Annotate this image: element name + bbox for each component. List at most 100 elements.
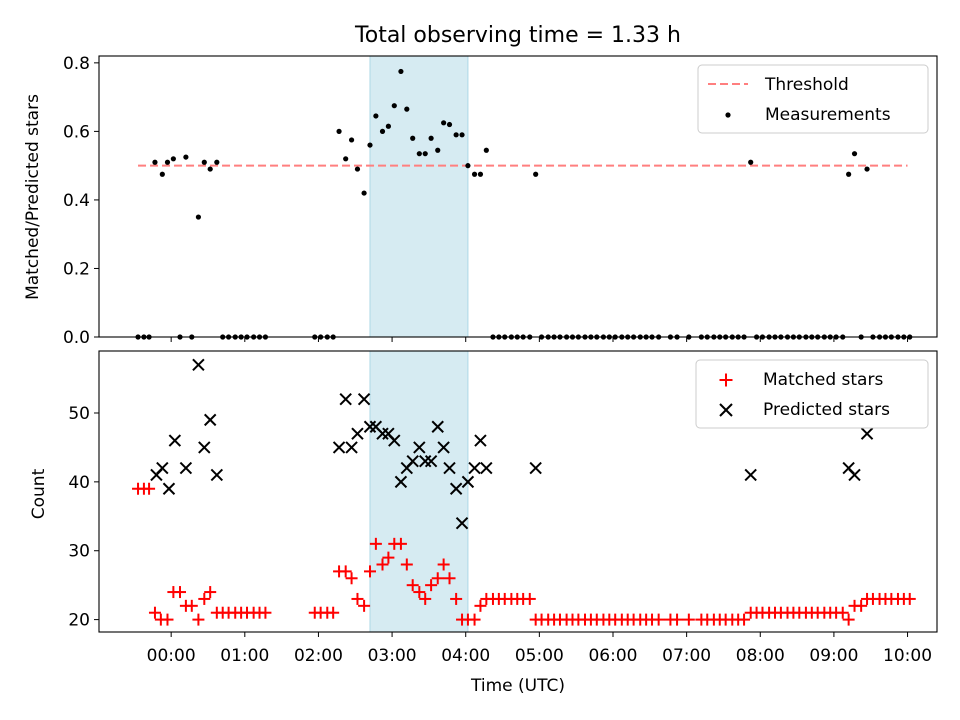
- matched-star-point: [143, 482, 156, 495]
- measurement-point: [361, 190, 367, 196]
- ratio-y-tick-label: 0.6: [63, 122, 90, 142]
- predicted-star-point: [848, 468, 861, 482]
- matched-star-point: [204, 586, 217, 599]
- matched-star-point: [682, 613, 695, 626]
- measurement-point: [453, 132, 459, 138]
- x-tick-label: 06:00: [588, 646, 637, 666]
- measurement-point: [348, 137, 355, 143]
- matched-star-point: [363, 565, 376, 578]
- measurement-point: [354, 166, 361, 172]
- measurement-point: [170, 156, 176, 162]
- measurement-point: [864, 166, 870, 172]
- predicted-star-point: [419, 454, 432, 468]
- measurement-point: [201, 159, 207, 165]
- measurement-point: [483, 147, 489, 153]
- ratio-legend-box: [697, 64, 929, 134]
- predicted-star-point: [203, 413, 217, 427]
- matched-star-point: [855, 599, 868, 612]
- measurement-point: [441, 120, 447, 126]
- measurement-point: [367, 142, 373, 148]
- measurement-point: [846, 171, 852, 177]
- matched-star-point: [474, 599, 487, 612]
- measurement-point: [435, 147, 441, 153]
- matched-star-point: [450, 592, 463, 605]
- predicted-star-point: [437, 441, 450, 454]
- measurement-point: [533, 171, 539, 177]
- matched-star-point: [351, 592, 364, 605]
- predicted-star-point: [394, 475, 408, 489]
- x-axis-label: Time (UTC): [470, 676, 565, 696]
- measurement-point: [152, 159, 158, 165]
- matched-star-point: [413, 586, 426, 599]
- count-y-axis-label: Count: [29, 468, 49, 519]
- predicted-star-point: [376, 427, 389, 440]
- x-tick-label: 08:00: [736, 646, 785, 666]
- x-tick-label: 09:00: [809, 646, 858, 666]
- predicted-star-point: [468, 461, 481, 475]
- predicted-star-point: [156, 461, 169, 475]
- predicted-star-point: [744, 468, 757, 482]
- x-tick-label: 05:00: [515, 646, 564, 666]
- matched-star-point: [903, 592, 916, 605]
- predicted-star-point: [529, 461, 542, 475]
- matched-star-point: [259, 606, 272, 619]
- predicted-star-point: [357, 393, 371, 406]
- predicted-star-point: [474, 434, 487, 447]
- x-tick-label: 04:00: [441, 646, 490, 666]
- predicted-star-point: [198, 441, 211, 454]
- measurement-point: [373, 113, 379, 119]
- predicted-star-point: [192, 358, 205, 371]
- count-y-tick-label: 30: [68, 542, 90, 562]
- observing-window-shade: [369, 55, 469, 338]
- matched-star-point: [345, 572, 358, 585]
- measurement-point: [748, 159, 754, 165]
- measurement-point: [343, 156, 349, 162]
- ratio-y-tick-label: 0.4: [63, 191, 90, 211]
- measurement-point: [446, 121, 453, 128]
- x-tick-label: 03:00: [368, 646, 417, 666]
- predicted-star-point: [461, 475, 475, 489]
- ratio-legend: Threshold Measurements: [697, 64, 929, 134]
- predicted-star-point: [480, 461, 493, 475]
- matched-star-point: [369, 537, 382, 550]
- matched-star-point: [400, 558, 413, 571]
- matched-star-point: [652, 613, 665, 626]
- measurement-point: [164, 159, 171, 165]
- matched-legend-swatch: [719, 373, 733, 387]
- matched-star-point: [185, 599, 198, 612]
- ratio-panel: 0.00.20.40.60.8 Matched/Predicted stars …: [23, 54, 938, 348]
- matched-star-point: [174, 586, 187, 599]
- predicted-star-point: [455, 516, 469, 530]
- matched-star-point: [468, 613, 481, 626]
- count-panel-frame: [98, 350, 938, 633]
- predicted-star-point: [339, 393, 352, 406]
- matched-star-point: [148, 606, 161, 619]
- matched-star-point: [842, 613, 855, 626]
- predicted-star-point: [449, 482, 463, 495]
- count-panel: 20 30 40 50 00:00 01:00 02:00 03:00 04:00 05:00 0…: [29, 350, 938, 696]
- predicted-star-point: [351, 427, 364, 440]
- measurement-point: [391, 103, 397, 109]
- ratio-panel-frame: [98, 55, 938, 338]
- matched-star-point: [406, 579, 419, 592]
- predicted-star-point: [332, 441, 346, 454]
- predicted-star-point: [413, 441, 426, 454]
- measurement-point: [214, 159, 220, 165]
- matched-star-point: [523, 592, 536, 605]
- predicted-star-point: [406, 454, 419, 468]
- predicted-star-point: [388, 434, 401, 447]
- measurement-point: [195, 214, 202, 220]
- predicted-star-point: [424, 454, 438, 468]
- matched-star-point: [836, 606, 849, 619]
- matched-star-point: [376, 558, 389, 571]
- count-y-tick-label: 20: [68, 611, 90, 631]
- predicted-star-point: [168, 434, 182, 447]
- measurement-point: [465, 163, 471, 169]
- measurement-point: [379, 128, 386, 134]
- measurements-legend-label: Measurements: [765, 105, 891, 125]
- ratio-y-tick-label: 0.2: [63, 259, 90, 279]
- measurement-point: [410, 135, 416, 141]
- predicted-star-point: [363, 420, 377, 433]
- predicted-star-point: [431, 420, 444, 433]
